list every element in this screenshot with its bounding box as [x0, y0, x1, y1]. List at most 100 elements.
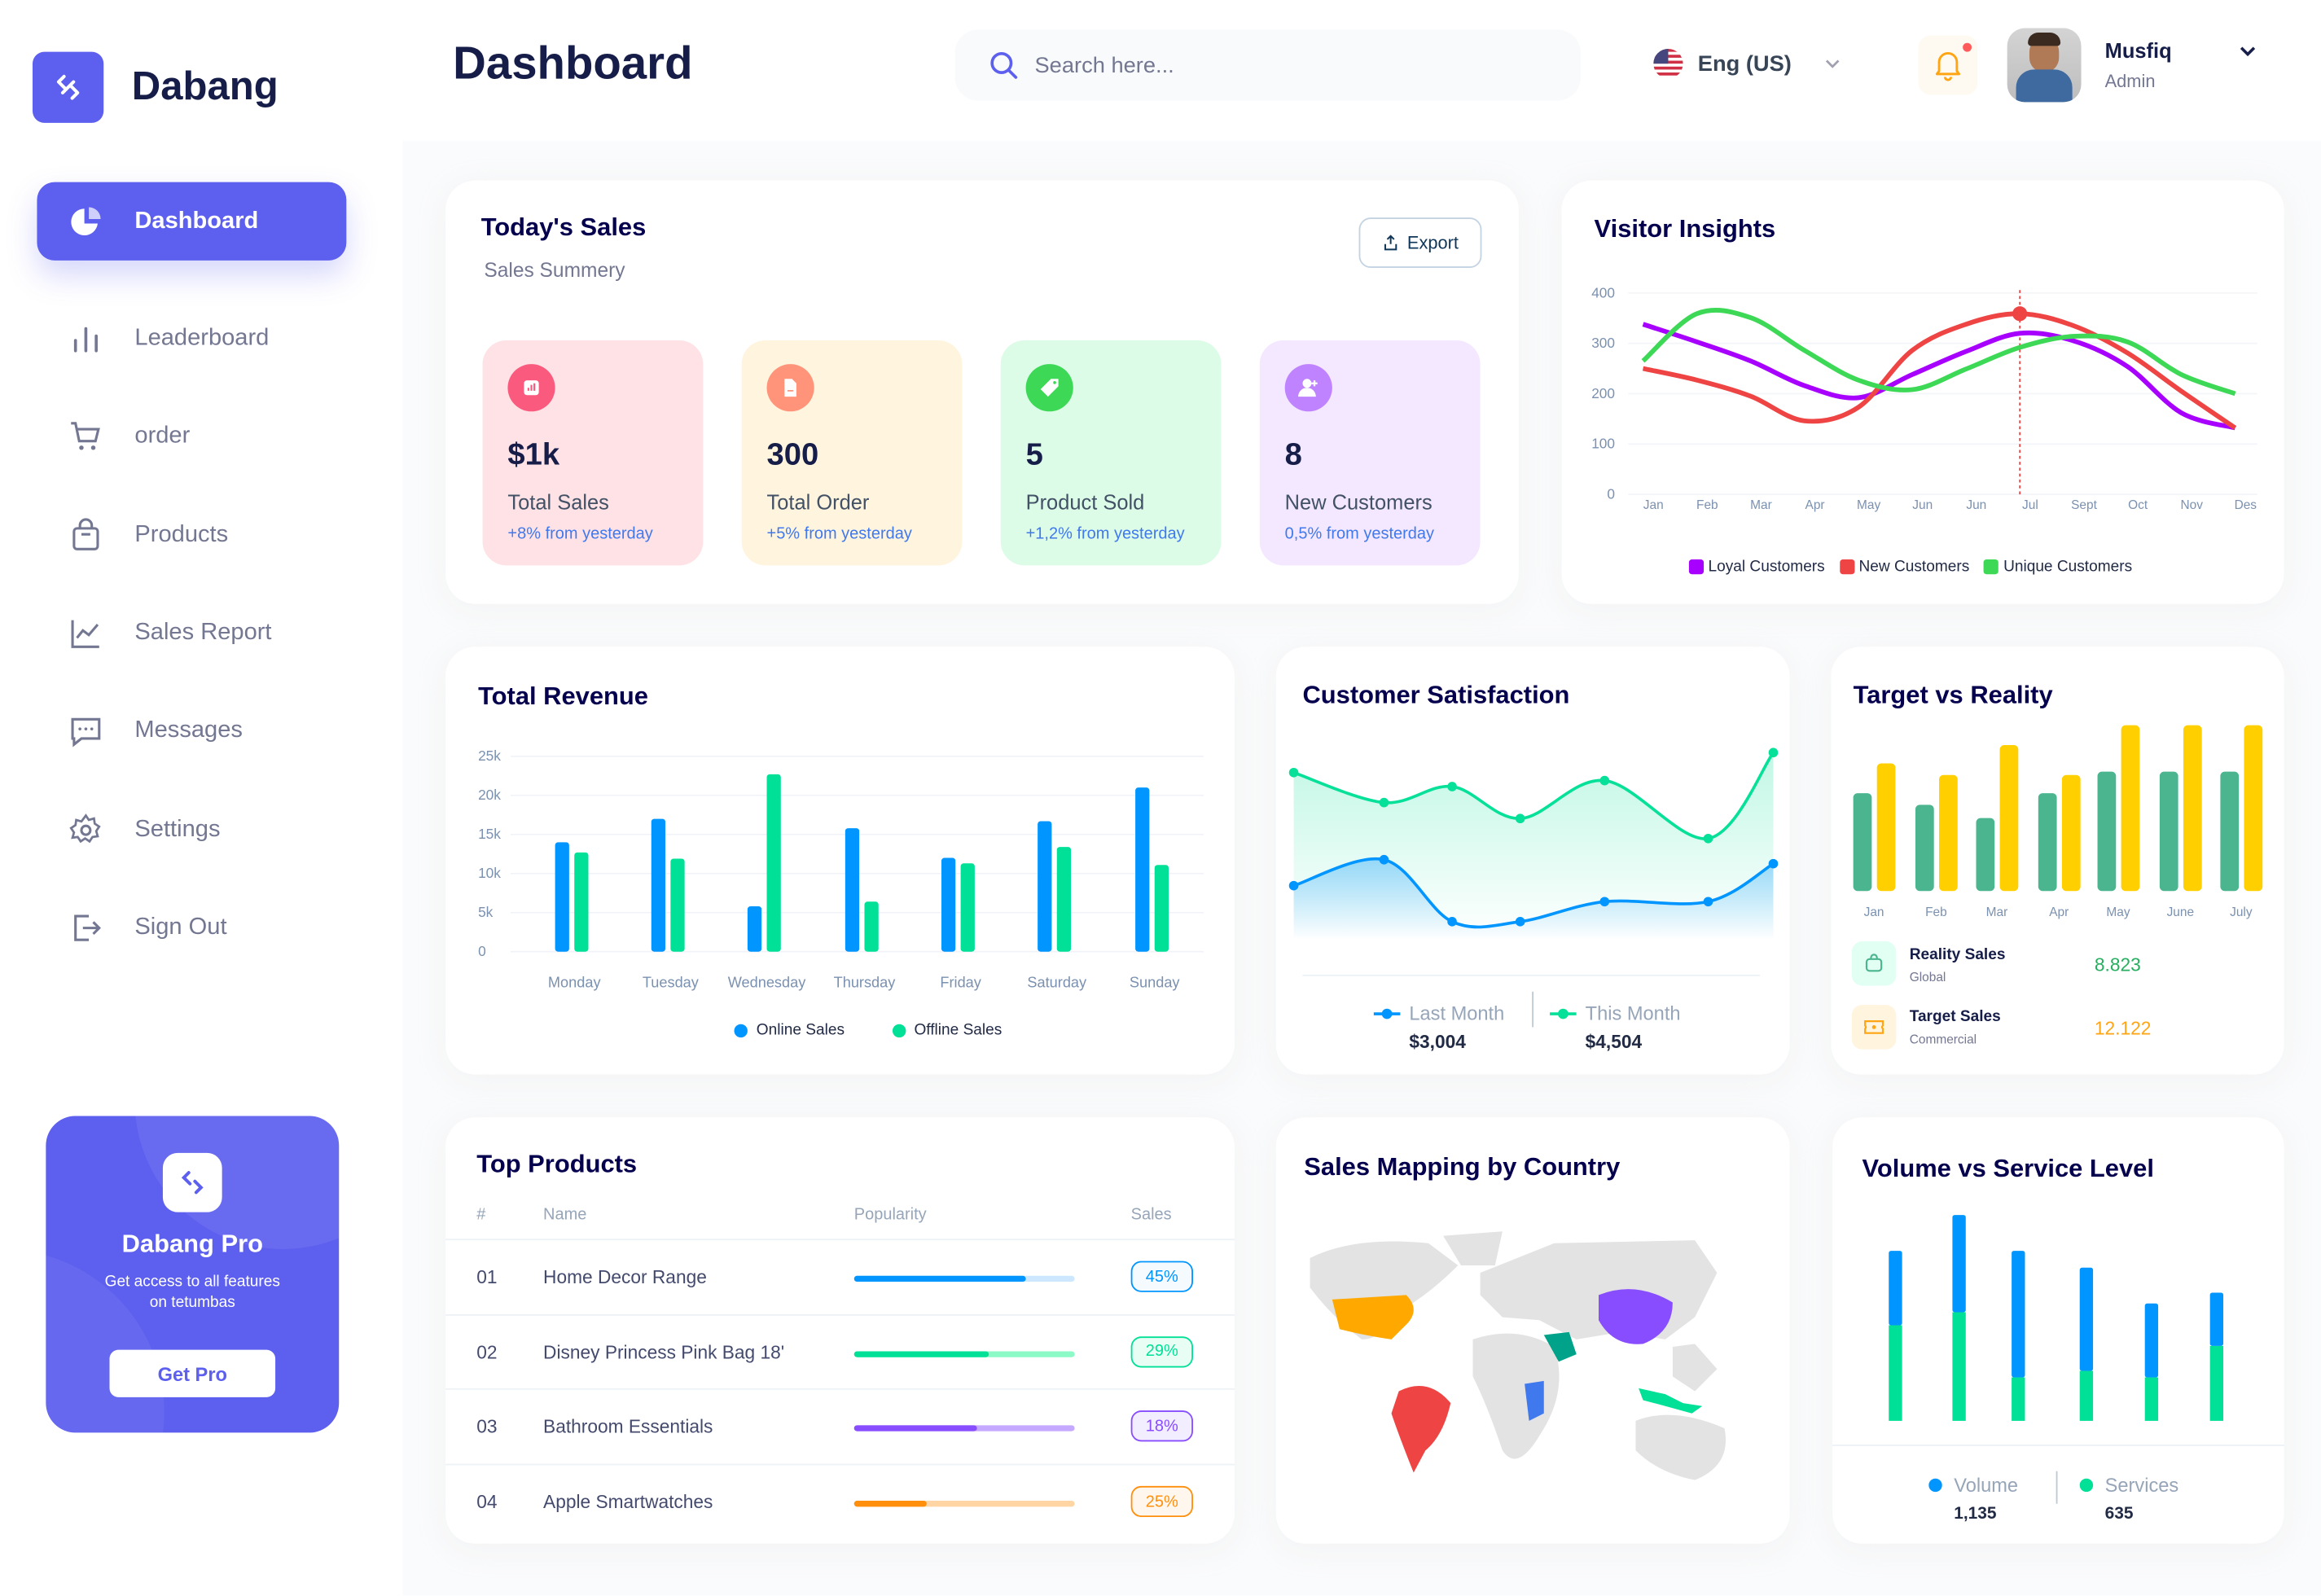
series-line-loyal-customers: [1642, 322, 2236, 431]
map-region-usa[interactable]: [1332, 1295, 1414, 1340]
user-plus-icon: [1284, 364, 1332, 412]
sidebar-item-label: Sales Report: [134, 619, 272, 645]
bar-target-sales: [2183, 725, 2202, 892]
data-point: [1447, 782, 1457, 791]
user-menu-chevron-icon[interactable]: [2238, 42, 2257, 61]
legend-line-icon: [1550, 1007, 1577, 1019]
volume-total: 1,135: [1954, 1505, 1997, 1524]
x-tick-label: Wednesday: [728, 974, 806, 990]
bar-offline-sales: [1154, 865, 1169, 952]
stat-change: 0,5% from yesterday: [1284, 525, 1435, 544]
y-tick-label: 25k: [478, 748, 501, 764]
visitor-insights-title: Visitor Insights: [1594, 214, 1776, 243]
table-row[interactable]: 03 Bathroom Essentials 18%: [445, 1388, 1235, 1463]
sidebar-item-settings[interactable]: Settings: [37, 791, 346, 869]
popularity-fill: [853, 1426, 978, 1432]
bar-target-sales: [2244, 725, 2263, 892]
map-region-saudi-arabia[interactable]: [1543, 1331, 1577, 1362]
sidebar-item-order[interactable]: order: [37, 397, 346, 475]
popularity-fill: [853, 1350, 989, 1357]
bar-target-sales: [2061, 774, 2081, 892]
y-tick-label: 5k: [478, 904, 494, 920]
table-row[interactable]: 04 Apple Smartwatches 25%: [445, 1463, 1235, 1538]
cart-icon: [71, 421, 100, 449]
sidebar-item-messages[interactable]: Messages: [37, 691, 346, 770]
data-point: [1379, 797, 1389, 808]
sidebar-item-label: order: [134, 422, 191, 448]
legend-item[interactable]: Unique Customers: [1984, 558, 2132, 576]
this-month-total: $4,504: [1585, 1031, 1643, 1053]
tag-icon: [1025, 364, 1073, 412]
data-point: [1379, 854, 1389, 865]
highlight-point[interactable]: [2012, 306, 2028, 322]
gear-icon: [69, 813, 101, 843]
target-sales-value: 12.122: [2094, 1018, 2152, 1039]
get-pro-button[interactable]: Get Pro: [109, 1349, 276, 1397]
legend-line-icon: [1373, 1007, 1401, 1019]
row-number: 04: [476, 1492, 498, 1513]
row-number: 03: [476, 1417, 498, 1438]
column-header-popularity: Popularity: [853, 1206, 927, 1225]
sidebar-item-dashboard[interactable]: Dashboard: [37, 182, 347, 261]
legend-this-month: This Month: [1550, 1002, 1681, 1024]
export-button[interactable]: Export: [1358, 217, 1482, 268]
legend-label: Online Sales: [756, 1021, 845, 1039]
x-tick-label: June: [2167, 905, 2194, 919]
bar-volume: [2144, 1303, 2159, 1378]
row-number: 02: [476, 1341, 498, 1363]
bar-reality-sales: [1915, 805, 1934, 892]
y-tick-label: 0: [478, 943, 486, 959]
popularity-bar: [853, 1350, 1075, 1357]
visitor-legend: Loyal Customers New Customers Unique Custo…: [1688, 558, 2132, 577]
map-region-brazil[interactable]: [1391, 1386, 1451, 1473]
legend-item[interactable]: Loyal Customers: [1688, 558, 1825, 577]
data-point: [1599, 897, 1610, 907]
sidebar-item-sign-out[interactable]: Sign Out: [37, 888, 346, 967]
avatar[interactable]: [2007, 28, 2082, 103]
map-region-indonesia[interactable]: [1639, 1388, 1703, 1414]
language-selector[interactable]: Eng (US): [1653, 48, 1841, 79]
bar-offline-sales: [864, 901, 879, 952]
table-row[interactable]: 02 Disney Princess Pink Bag 18' 29%: [445, 1313, 1235, 1388]
bar-services: [1889, 1325, 1902, 1421]
divider: [1832, 1444, 2284, 1446]
bar-offline-sales: [766, 774, 781, 952]
map-region-china[interactable]: [1599, 1289, 1673, 1344]
x-tick-label: Sept: [2071, 498, 2097, 512]
map-region-congo[interactable]: [1525, 1380, 1544, 1421]
sidebar-item-label: Messages: [134, 717, 243, 743]
language-label: Eng (US): [1697, 50, 1792, 77]
series-line-unique-customers: [1641, 307, 2236, 397]
sidebar-item-sales-report[interactable]: Sales Report: [37, 594, 346, 672]
legend-label: Loyal Customers: [1708, 558, 1825, 577]
legend-item[interactable]: Online Sales: [734, 1021, 845, 1039]
notifications-button[interactable]: [1918, 35, 1978, 95]
data-point: [1515, 917, 1525, 927]
bar-services: [2079, 1370, 2094, 1421]
x-tick-label: Nov: [2180, 498, 2203, 512]
customer-satisfaction-chart: [1288, 748, 1779, 976]
bar-online-sales: [941, 857, 956, 952]
stat-label: Total Sales: [507, 489, 609, 514]
legend-item[interactable]: Offline Sales: [892, 1021, 1002, 1039]
sidebar-item-products[interactable]: Products: [37, 496, 346, 574]
services-total: 635: [2104, 1505, 2134, 1524]
table-row[interactable]: 01 Home Decor Range 45%: [445, 1239, 1235, 1313]
data-point: [1288, 767, 1299, 778]
legend-item[interactable]: New Customers: [1839, 558, 1969, 576]
product-name: Home Decor Range: [543, 1266, 707, 1288]
target-sales-sub: Commercial: [1909, 1031, 1977, 1047]
document-icon: [766, 364, 814, 412]
bar-reality-sales: [2220, 771, 2240, 892]
x-tick-label: Mar: [1986, 905, 2008, 919]
sidebar-item-leaderboard[interactable]: Leaderboard: [37, 299, 346, 377]
popularity-bar: [853, 1426, 1075, 1432]
search-bar: [954, 29, 1582, 101]
product-name: Disney Princess Pink Bag 18': [543, 1341, 785, 1363]
search-input[interactable]: [1034, 52, 1524, 78]
popularity-bar: [853, 1501, 1075, 1507]
legend-dot: [734, 1023, 748, 1037]
shopping-bag-icon: [72, 517, 99, 550]
sidebar-item-label: Products: [134, 521, 229, 547]
